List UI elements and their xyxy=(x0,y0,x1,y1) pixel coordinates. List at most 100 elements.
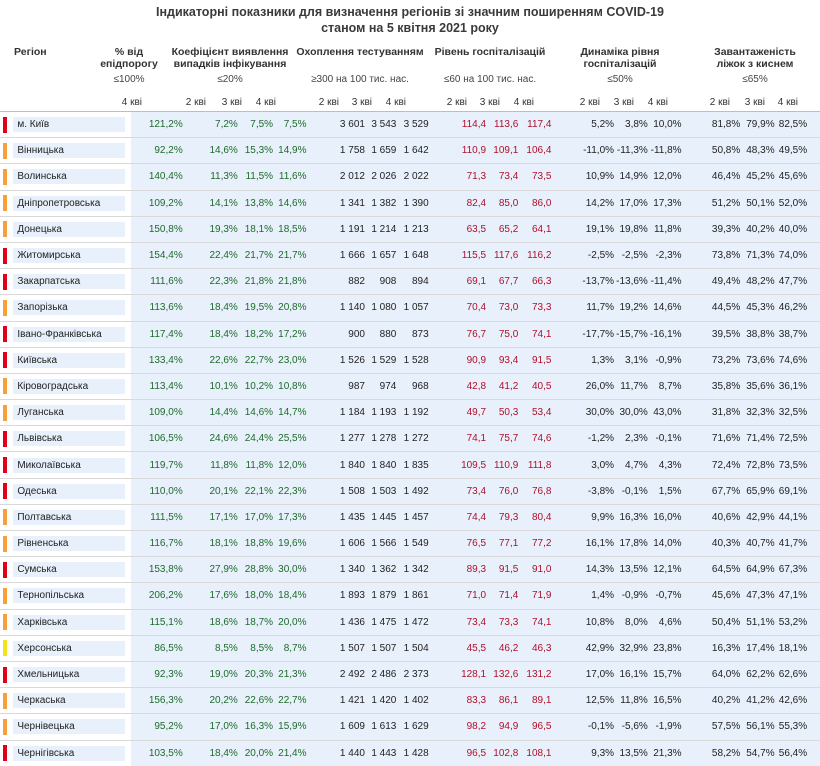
beds-value: 64,0% xyxy=(706,660,741,688)
testing-value: 1 529 xyxy=(364,346,397,374)
region-name: Черкаська xyxy=(13,693,126,709)
beds-value: 40,2% xyxy=(740,215,775,243)
testing-value: 1 840 xyxy=(332,451,365,479)
detection-value: 11,6% xyxy=(273,163,307,191)
testing-value: 1 507 xyxy=(364,634,397,662)
quarter-label: 2 кві xyxy=(446,97,467,108)
table-row: Львівська 106,5% 24,6% 24,4% 25,5% 1 277 1 278… xyxy=(0,425,820,452)
region-name: Миколаївська xyxy=(13,457,126,473)
table-row: Івано-Франківська 117,4% 18,4% 18,2% 17,2% 90… xyxy=(0,320,820,348)
hosp-value: 73,4 xyxy=(452,608,487,636)
testing-value: 1 277 xyxy=(332,425,365,452)
testing-value: 1 440 xyxy=(332,739,365,766)
hosp-dyn-value: 30,0% xyxy=(580,399,615,426)
testing-value: 3 543 xyxy=(364,110,397,138)
hosp-value: 106,4 xyxy=(518,137,552,164)
hosp-dyn-value: 10,9% xyxy=(580,163,615,191)
detection-value: 8,7% xyxy=(273,634,307,662)
risk-marker xyxy=(3,142,7,159)
region-name: Полтавська xyxy=(13,509,126,525)
detection-value: 8,5% xyxy=(204,634,238,662)
hosp-dyn-value: 12,5% xyxy=(580,687,615,714)
testing-value: 908 xyxy=(364,268,397,295)
detection-value: 20,2% xyxy=(204,687,238,714)
detection-value: 19,3% xyxy=(204,215,238,243)
detection-value: 11,8% xyxy=(204,451,238,479)
region-name: Закарпатська xyxy=(13,274,126,290)
beds-value: 48,2% xyxy=(740,268,775,295)
detection-value: 17,6% xyxy=(204,582,238,610)
testing-value: 1 340 xyxy=(332,556,365,583)
detection-value: 24,4% xyxy=(237,425,274,452)
beds-value: 50,1% xyxy=(740,189,775,217)
testing-value: 1 840 xyxy=(364,451,397,479)
beds-value: 71,4% xyxy=(740,425,775,452)
detection-value: 7,5% xyxy=(237,110,274,138)
hosp-value: 117,4 xyxy=(518,110,552,138)
detection-value: 18,0% xyxy=(237,582,274,610)
hosp-value: 73,4 xyxy=(486,163,519,191)
hosp-value: 74,1 xyxy=(518,608,552,636)
testing-value: 1 758 xyxy=(332,137,365,164)
beds-value: 79,9% xyxy=(740,110,775,138)
testing-value: 1 457 xyxy=(396,503,429,531)
hosp-value: 71,0 xyxy=(452,582,487,610)
testing-value: 1 436 xyxy=(332,608,365,636)
risk-marker xyxy=(3,535,7,552)
beds-value: 73,8% xyxy=(706,241,741,269)
detection-value: 22,4% xyxy=(204,241,238,269)
table-row: Чернігівська 103,5% 18,4% 20,0% 21,4% 1 440 1 … xyxy=(0,739,820,766)
hosp-dyn-value: 42,9% xyxy=(580,634,615,662)
hosp-dyn-value: 16,5% xyxy=(647,687,682,714)
beds-value: 72,4% xyxy=(706,451,741,479)
beds-value: 74,0% xyxy=(774,241,808,269)
hosp-value: 94,9 xyxy=(486,713,519,740)
beds-value: 51,1% xyxy=(740,608,775,636)
testing-value: 894 xyxy=(396,268,429,295)
quarter-label: 2 кві xyxy=(709,97,730,108)
region-name: Київська xyxy=(13,352,126,368)
detection-value: 14,4% xyxy=(204,399,238,426)
detection-value: 22,7% xyxy=(273,687,307,714)
detection-value: 23,0% xyxy=(273,346,307,374)
hosp-value: 63,5 xyxy=(452,215,487,243)
detection-value: 21,7% xyxy=(273,241,307,269)
beds-value: 35,8% xyxy=(706,372,741,400)
threshold-pct-value: 109,0% xyxy=(148,399,183,426)
detection-value: 19,5% xyxy=(237,294,274,321)
hosp-dyn-value: 14,0% xyxy=(647,529,682,557)
hosp-value: 73,5 xyxy=(518,163,552,191)
testing-value: 1 629 xyxy=(396,713,429,740)
detection-value: 21,3% xyxy=(273,660,307,688)
hosp-dyn-value: -11,8% xyxy=(647,137,682,164)
beds-value: 47,1% xyxy=(774,582,808,610)
hosp-value: 75,7 xyxy=(486,425,519,452)
beds-value: 31,8% xyxy=(706,399,741,426)
hosp-dyn-value: -5,6% xyxy=(614,713,648,740)
beds-value: 73,6% xyxy=(740,346,775,374)
hosp-dyn-value: 14,3% xyxy=(580,556,615,583)
testing-value: 987 xyxy=(332,372,365,400)
threshold-pct-value: 115,1% xyxy=(148,608,183,636)
hosp-value: 109,1 xyxy=(486,137,519,164)
hosp-dyn-value: -17,7% xyxy=(580,320,615,348)
detection-value: 21,7% xyxy=(237,241,274,269)
detection-value: 11,8% xyxy=(237,451,274,479)
hosp-dyn-value: 12,1% xyxy=(647,556,682,583)
beds-value: 18,1% xyxy=(774,634,808,662)
detection-value: 21,8% xyxy=(237,268,274,295)
testing-value: 1 421 xyxy=(332,687,365,714)
beds-value: 40,2% xyxy=(706,687,741,714)
beds-value: 62,2% xyxy=(740,660,775,688)
testing-value: 2 373 xyxy=(396,660,429,688)
risk-marker xyxy=(3,509,7,526)
hosp-value: 65,2 xyxy=(486,215,519,243)
threshold-pct-value: 92,2% xyxy=(148,137,183,164)
region-name: Сумська xyxy=(13,562,126,578)
beds-value: 56,1% xyxy=(740,713,775,740)
hosp-dyn-value: -1,9% xyxy=(647,713,682,740)
hosp-value: 116,2 xyxy=(518,241,552,269)
testing-value: 880 xyxy=(364,320,397,348)
detection-value: 22,6% xyxy=(204,346,238,374)
testing-value: 1 609 xyxy=(332,713,365,740)
